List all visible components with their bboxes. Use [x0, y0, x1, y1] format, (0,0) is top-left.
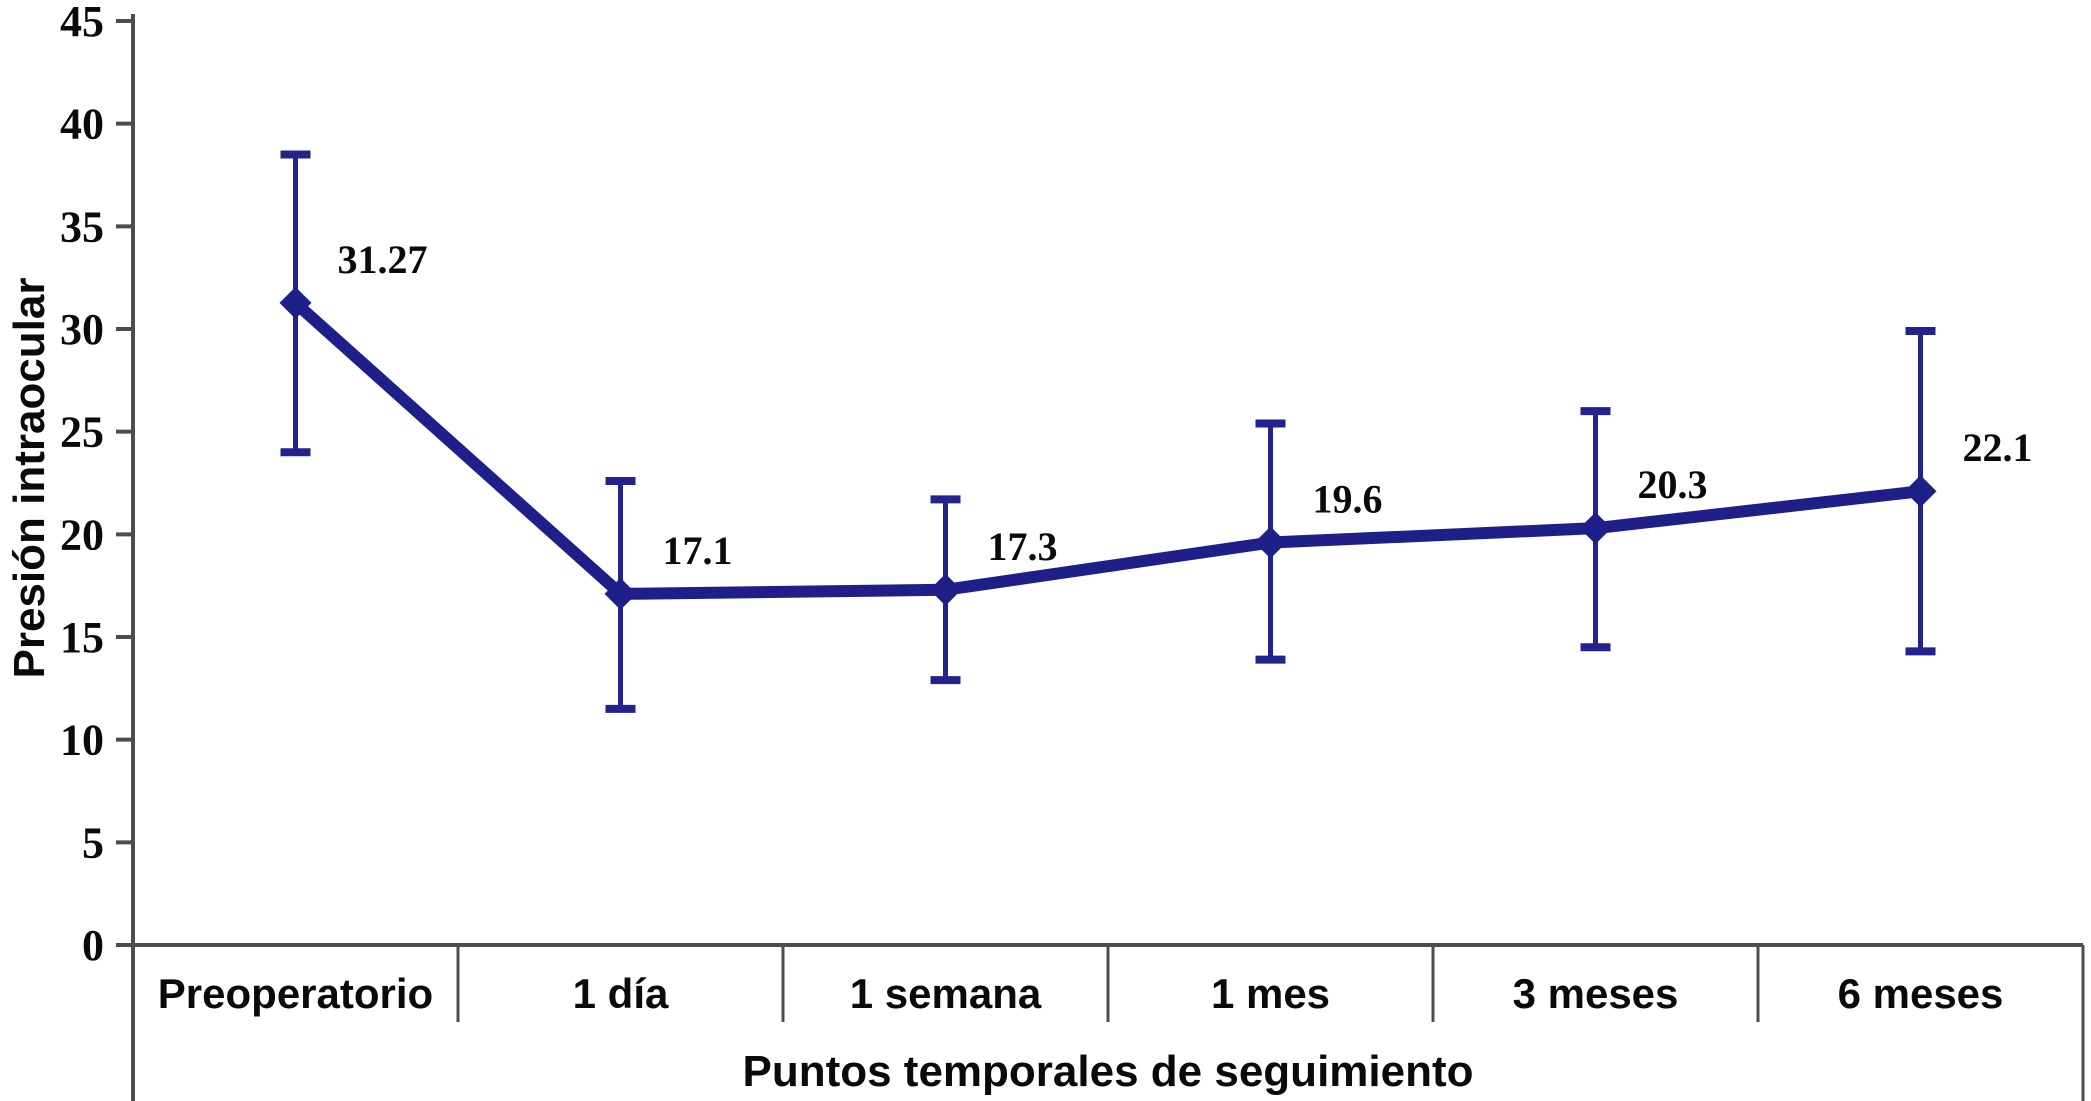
y-tick-label: 15 [60, 613, 104, 662]
data-label: 19.6 [1313, 477, 1383, 522]
x-tick-label: 3 meses [1513, 970, 1679, 1017]
data-label: 17.1 [663, 528, 733, 573]
x-tick-label: Preoperatorio [158, 970, 433, 1017]
data-label: 17.3 [988, 524, 1058, 569]
data-label: 31.27 [338, 237, 428, 282]
x-tick-label: 1 día [573, 970, 669, 1017]
y-tick-label: 20 [60, 510, 104, 559]
y-tick-label: 40 [60, 100, 104, 149]
y-tick-label: 10 [60, 716, 104, 765]
y-tick-label: 25 [60, 408, 104, 457]
x-axis-title: Puntos temporales de seguimiento [742, 1047, 1473, 1096]
y-tick-label: 5 [82, 818, 104, 867]
data-label: 22.1 [1963, 425, 2033, 470]
data-point-marker [1579, 512, 1612, 545]
data-point-marker [1904, 475, 1937, 508]
x-tick-label: 1 semana [850, 970, 1042, 1017]
y-tick-label: 45 [60, 0, 104, 46]
data-point-marker [1254, 526, 1287, 559]
data-point-marker [279, 286, 312, 319]
y-axis-title: Presión intraocular [5, 277, 54, 678]
x-tick-label: 6 meses [1838, 970, 2004, 1017]
data-point-marker [929, 573, 962, 606]
x-tick-label: 1 mes [1211, 970, 1330, 1017]
data-point-marker [604, 577, 637, 610]
data-line [289, 296, 1927, 600]
data-label: 20.3 [1638, 462, 1708, 507]
y-tick-label: 0 [82, 921, 104, 970]
y-tick-label: 30 [60, 305, 104, 354]
y-tick-label: 35 [60, 202, 104, 251]
